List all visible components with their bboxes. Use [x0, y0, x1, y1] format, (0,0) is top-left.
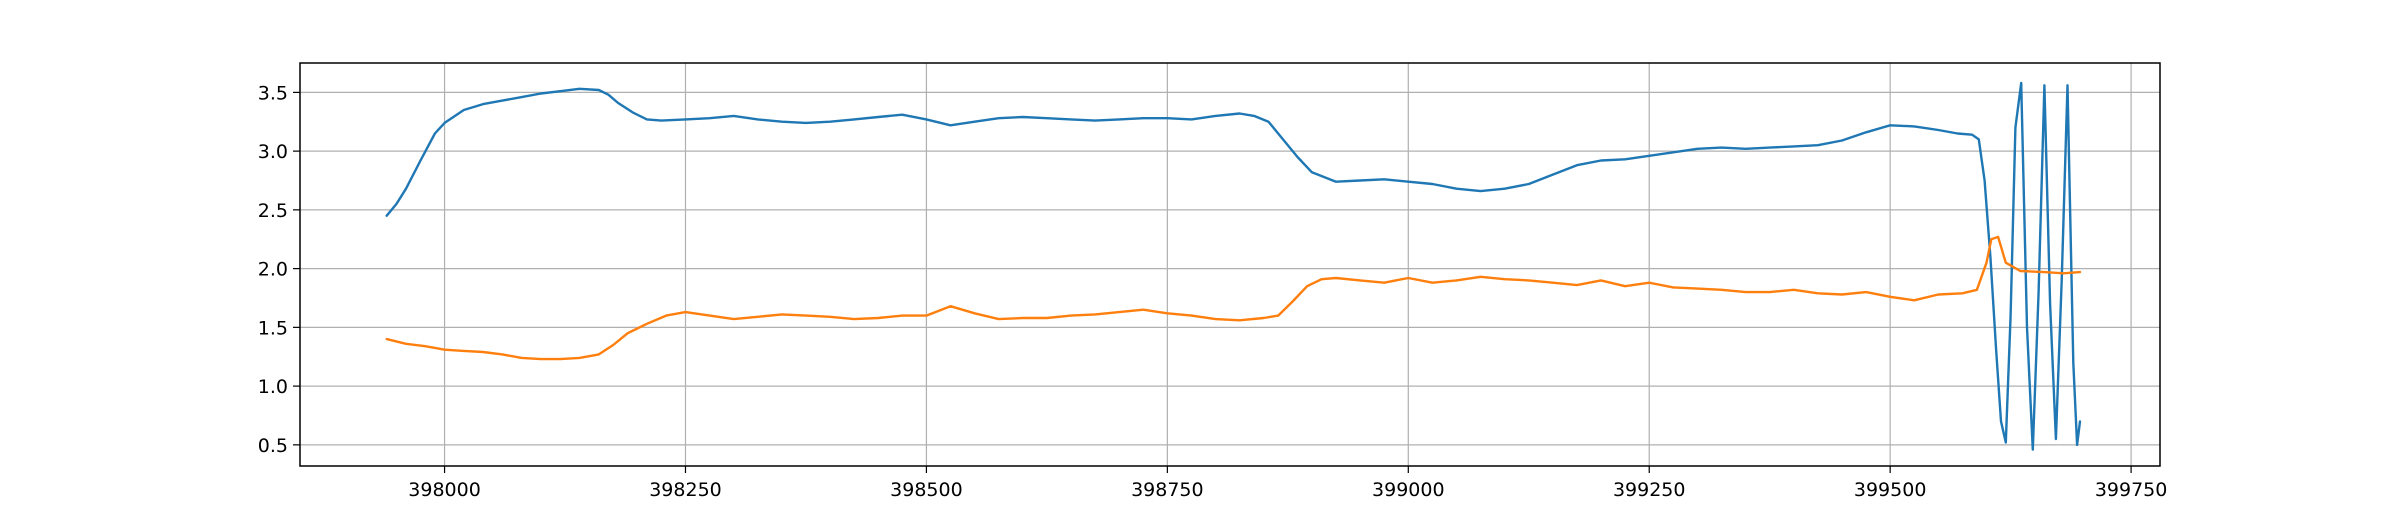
y-tick-label: 0.5 — [258, 435, 288, 457]
series-line-2 — [385, 235, 2082, 361]
x-tick-label: 398250 — [649, 479, 722, 501]
y-tick-label: 2.5 — [258, 200, 288, 222]
ticks-layer: 398000 398250 398500 398750 399000 399250 3995… — [258, 82, 2168, 501]
y-tick-label: 2.0 — [258, 259, 288, 281]
y-tick-label: 3.0 — [258, 141, 288, 163]
grid-layer — [300, 63, 2160, 466]
x-tick-label: 399500 — [1854, 479, 1927, 501]
x-tick-label: 398750 — [1131, 479, 1204, 501]
x-tick-label: 399000 — [1372, 479, 1445, 501]
series-layer — [385, 81, 2082, 451]
y-tick-label: 1.0 — [258, 376, 288, 398]
y-tick-label: 3.5 — [258, 82, 288, 104]
x-tick-label: 398500 — [890, 479, 963, 501]
series-line-1 — [385, 81, 2082, 451]
plot-frame — [299, 62, 2161, 467]
x-tick-label: 398000 — [408, 479, 481, 501]
x-tick-label: 399250 — [1613, 479, 1686, 501]
x-tick-label: 399750 — [2095, 479, 2168, 501]
y-tick-label: 1.5 — [258, 317, 288, 339]
